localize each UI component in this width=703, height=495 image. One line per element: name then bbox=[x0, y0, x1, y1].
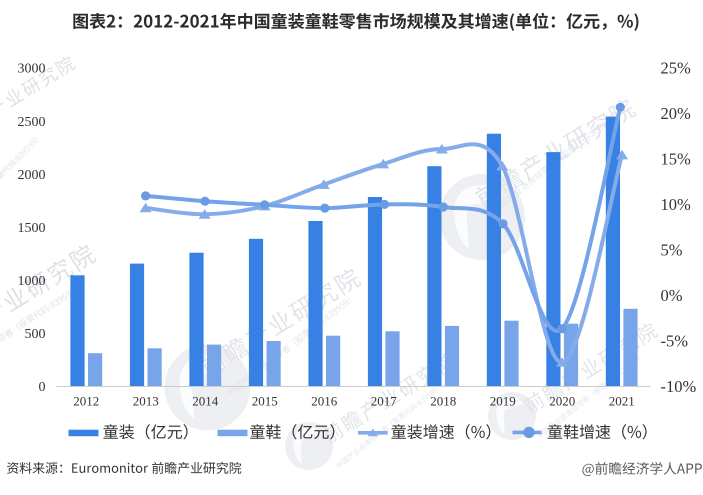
svg-text:2019: 2019 bbox=[490, 394, 516, 409]
svg-text:2500: 2500 bbox=[18, 115, 46, 130]
svg-text:0: 0 bbox=[39, 380, 46, 395]
svg-text:2021: 2021 bbox=[609, 394, 635, 409]
svg-text:25%: 25% bbox=[661, 59, 692, 78]
svg-text:5%: 5% bbox=[661, 240, 683, 259]
svg-text:2017: 2017 bbox=[371, 394, 398, 409]
svg-text:2012: 2012 bbox=[73, 394, 99, 409]
svg-text:-10%: -10% bbox=[661, 377, 697, 396]
svg-text:15%: 15% bbox=[661, 150, 692, 169]
svg-text:2016: 2016 bbox=[311, 394, 338, 409]
svg-text:500: 500 bbox=[25, 327, 46, 342]
svg-text:2015: 2015 bbox=[252, 394, 278, 409]
svg-text:3000: 3000 bbox=[18, 62, 46, 77]
svg-text:20%: 20% bbox=[661, 104, 692, 123]
svg-text:2000: 2000 bbox=[18, 168, 46, 183]
svg-text:2018: 2018 bbox=[430, 394, 456, 409]
svg-text:-5%: -5% bbox=[661, 331, 689, 350]
svg-text:1000: 1000 bbox=[18, 274, 46, 289]
svg-text:0%: 0% bbox=[661, 286, 683, 305]
svg-text:2013: 2013 bbox=[133, 394, 159, 409]
svg-text:1500: 1500 bbox=[18, 221, 46, 236]
svg-text:2014: 2014 bbox=[192, 394, 219, 409]
svg-text:2020: 2020 bbox=[549, 394, 575, 409]
svg-text:10%: 10% bbox=[661, 195, 692, 214]
